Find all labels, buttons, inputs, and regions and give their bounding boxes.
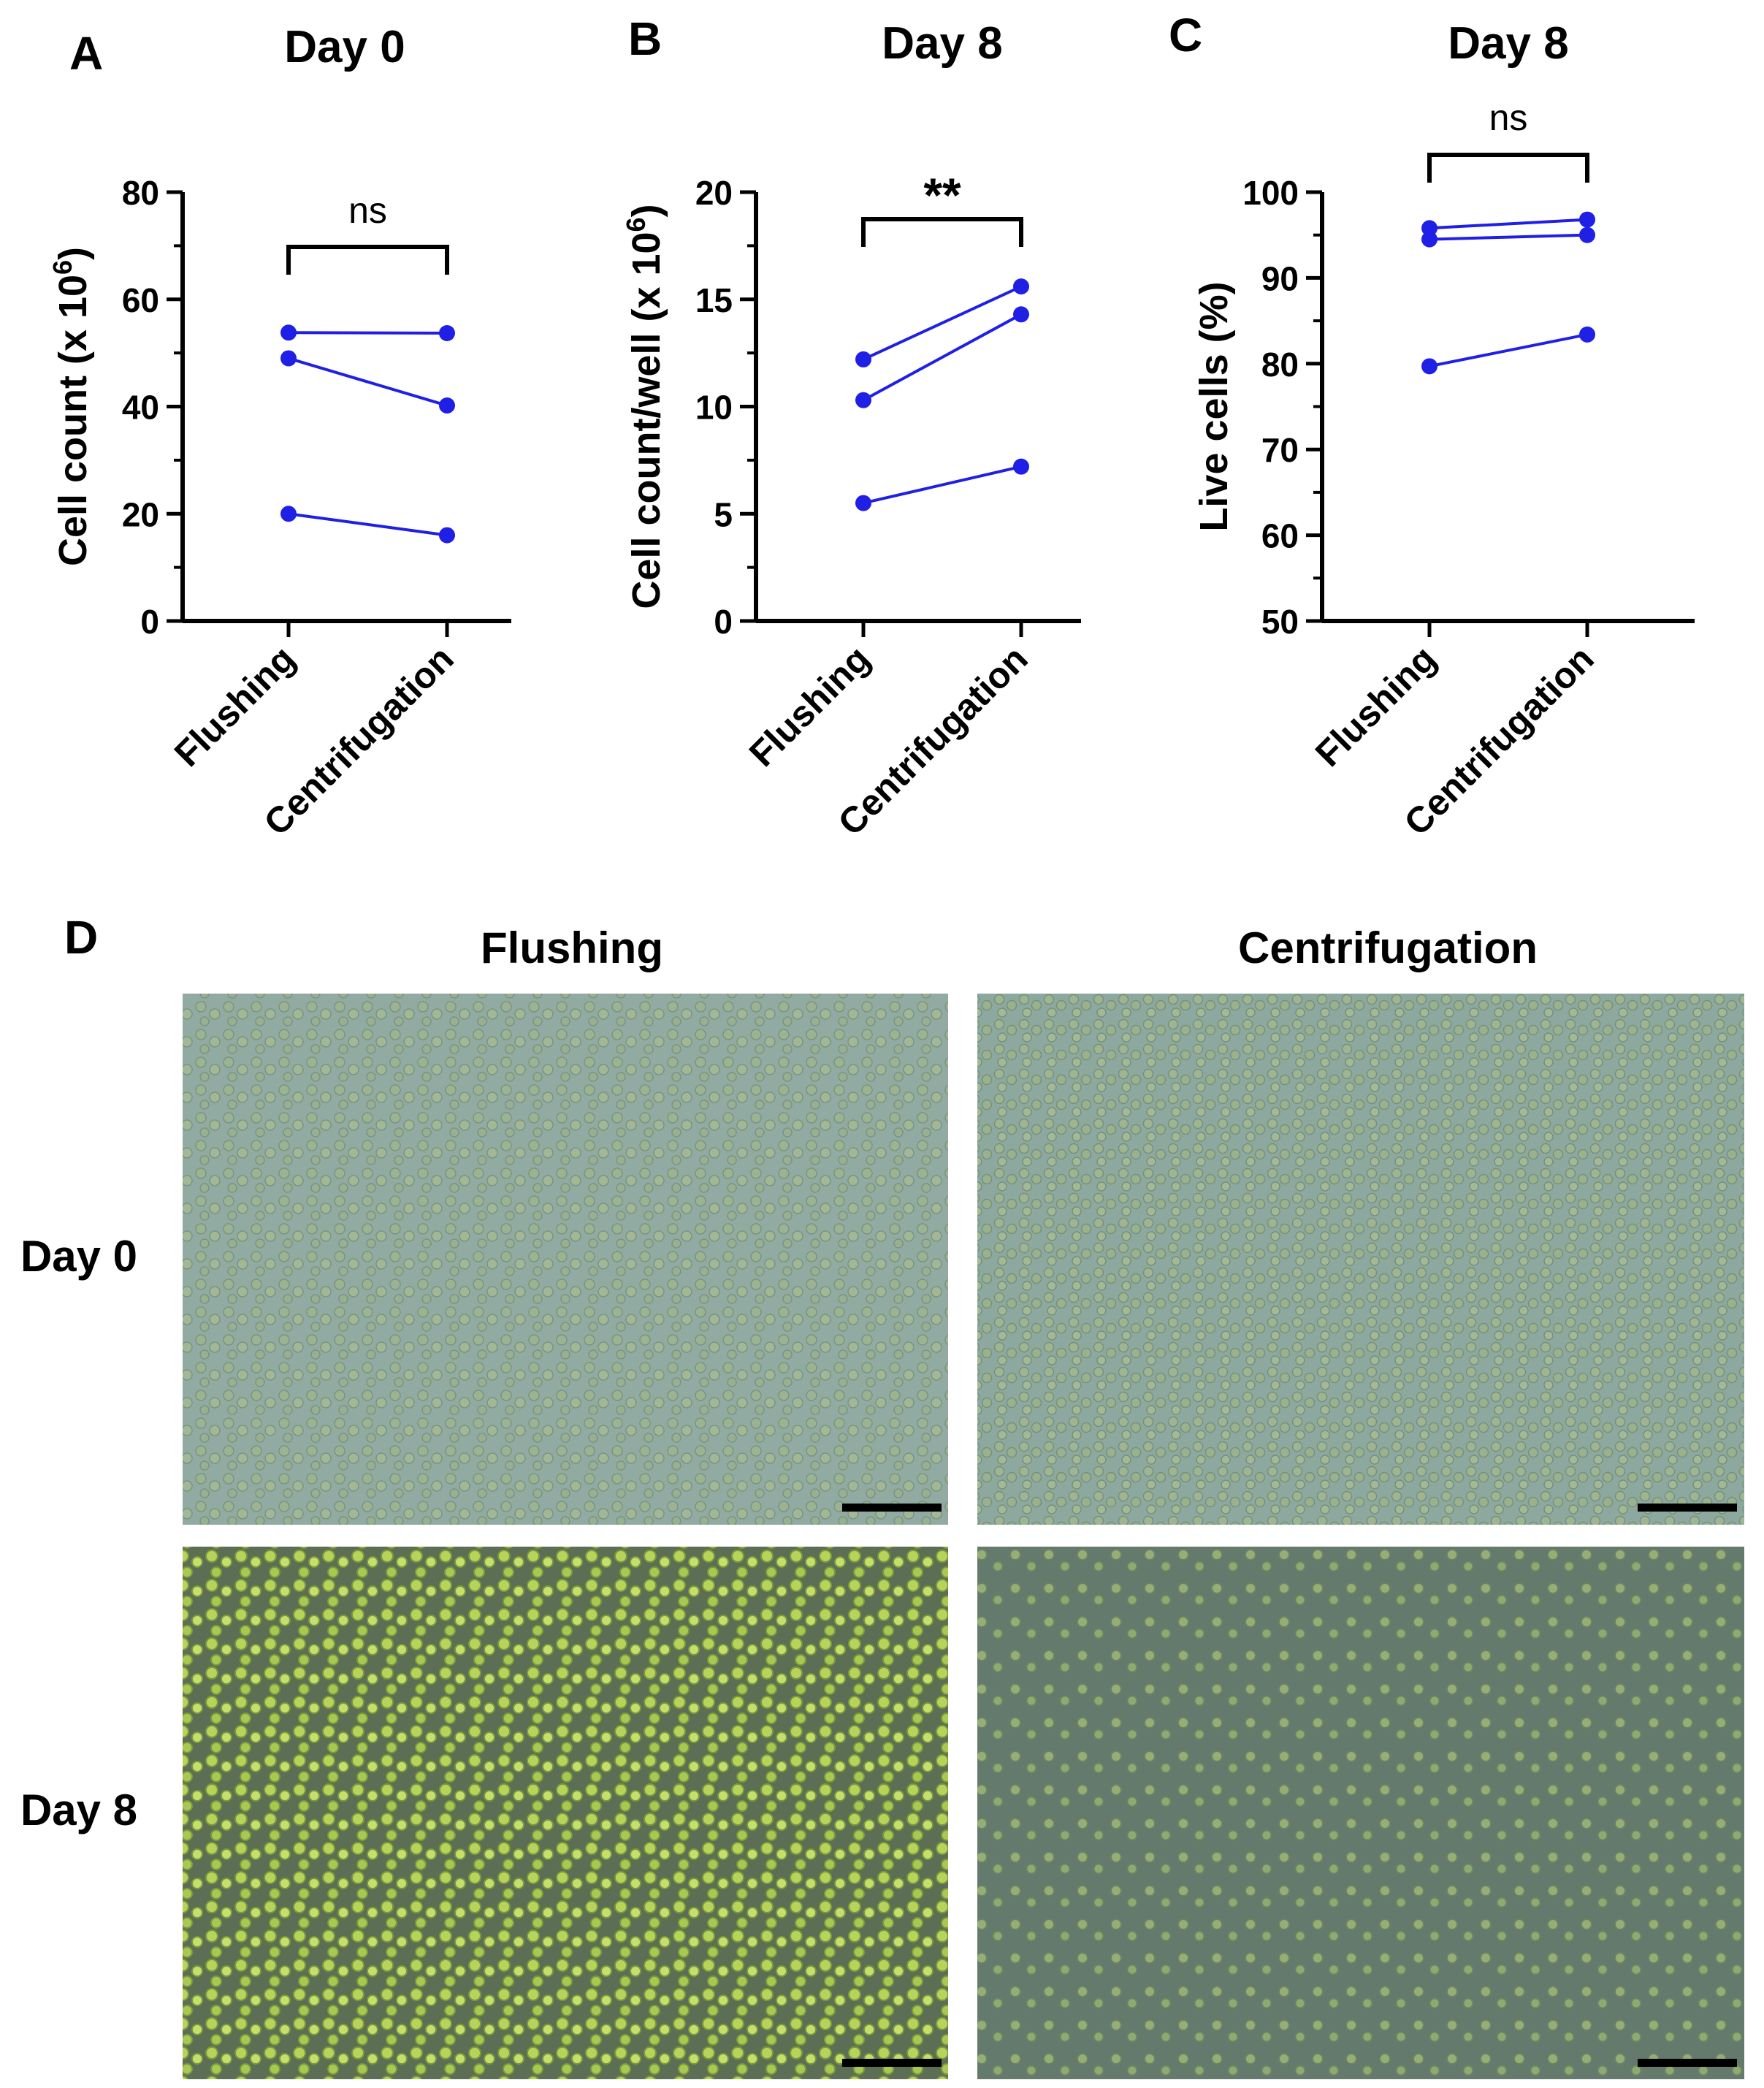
data-point <box>1579 226 1595 243</box>
data-point <box>1013 306 1029 323</box>
data-point <box>1421 231 1437 248</box>
chart-panel-a: Day 0 0 20 40 60 80 Cell count (x 106) Flushing… <box>47 22 511 843</box>
y-tick-label: 0 <box>714 603 733 641</box>
series-line <box>863 465 1022 505</box>
series-line <box>288 512 448 537</box>
row-label-day-8: Day 8 <box>20 1786 137 1834</box>
data-point <box>439 324 455 341</box>
column-label-centrifugation: Centrifugation <box>1238 923 1538 972</box>
column-label-flushing: Flushing <box>481 923 663 972</box>
scale-bar <box>1638 1504 1737 1512</box>
y-tick-label: 60 <box>122 281 159 319</box>
micrograph-centrifugation-day-0 <box>977 994 1744 1525</box>
y-tick-label: 60 <box>1261 517 1299 555</box>
significance-bracket <box>286 245 449 275</box>
y-tick-label: 20 <box>695 174 733 212</box>
y-tick-label: 100 <box>1242 174 1299 212</box>
data-point <box>1013 278 1029 295</box>
y-tick-label: 5 <box>714 495 733 533</box>
y-tick-label: 0 <box>140 603 159 641</box>
y-tick-label: 90 <box>1261 259 1299 297</box>
series-line <box>863 285 1022 361</box>
x-tick-label: Flushing <box>741 638 878 774</box>
scale-bar <box>842 1504 942 1512</box>
data-point <box>1421 358 1437 375</box>
x-tick-label: Flushing <box>1307 638 1444 774</box>
y-tick-label: 10 <box>695 389 733 427</box>
chart-title: Day 0 <box>284 22 405 72</box>
micrograph-centrifugation-day-8 <box>977 1547 1744 2079</box>
y-tick-label: 15 <box>695 281 733 319</box>
micrograph-flushing-day-0 <box>183 994 948 1525</box>
row-label-day-0: Day 0 <box>20 1232 137 1281</box>
panel-letter-a: A <box>69 27 103 80</box>
significance-bracket <box>861 217 1023 247</box>
series-line <box>1429 218 1588 230</box>
panel-letter-b: B <box>628 12 662 65</box>
scale-bar <box>1638 2059 1737 2067</box>
y-tick-label: 80 <box>1261 346 1299 384</box>
data-point <box>439 397 455 414</box>
chart-title: Day 8 <box>1448 18 1568 69</box>
data-point <box>439 527 455 544</box>
data-point <box>280 324 297 341</box>
significance-bracket <box>1427 153 1589 183</box>
significance-label: ns <box>348 190 387 231</box>
chart-panel-b: Day 8 0 5 10 15 20 Cell count/well (x 106) Flus… <box>621 18 1081 843</box>
y-tick-label: 40 <box>122 389 159 427</box>
data-point <box>1579 211 1595 228</box>
y-tick-label: 70 <box>1261 431 1299 469</box>
y-tick-label: 80 <box>122 174 159 212</box>
series-line <box>288 331 448 335</box>
scale-bar <box>842 2059 942 2067</box>
x-tick-label: Flushing <box>167 638 303 774</box>
panel-letter-c: C <box>1169 9 1202 61</box>
data-point <box>1421 220 1437 237</box>
data-point <box>1013 458 1029 475</box>
data-point <box>280 350 297 367</box>
series-line <box>1429 332 1588 368</box>
panel-letter-d: D <box>64 911 98 964</box>
data-point <box>855 351 871 367</box>
chart-title: Day 8 <box>882 18 1002 69</box>
y-axis-label: Cell count (x 106) <box>47 247 95 566</box>
y-axis-label: Live cells (%) <box>1192 281 1236 531</box>
data-point <box>855 392 871 408</box>
series-line <box>863 313 1022 402</box>
data-point <box>1579 326 1595 343</box>
data-point <box>855 495 871 511</box>
series-line <box>288 357 448 407</box>
micrograph-flushing-day-8 <box>183 1547 948 2079</box>
y-axis-label: Cell count/well (x 106) <box>621 204 668 609</box>
y-tick-label: 20 <box>122 495 159 533</box>
y-tick-label: 50 <box>1261 603 1299 641</box>
series-line <box>1429 233 1588 241</box>
significance-label: ns <box>1489 97 1528 138</box>
significance-label: ** <box>923 168 961 222</box>
chart-panel-c: Day 8 50 60 70 80 90 100 Live cells (%) Flushing… <box>1192 18 1695 843</box>
data-point <box>280 506 297 522</box>
